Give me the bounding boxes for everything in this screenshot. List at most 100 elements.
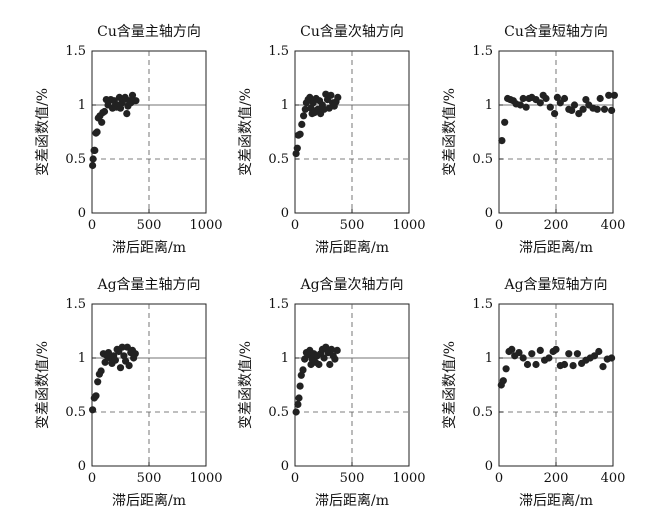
data-point <box>579 105 587 113</box>
x-tick-label: 0 <box>495 218 503 233</box>
chart-title: Ag含量次轴方向 <box>299 277 403 293</box>
data-point <box>299 366 307 374</box>
data-point <box>536 346 544 354</box>
y-axis-label: 变差函数值/% <box>238 341 254 429</box>
data-point <box>565 350 573 358</box>
data-point <box>104 349 113 357</box>
y-tick-label: 0 <box>485 459 493 474</box>
data-point <box>93 128 101 136</box>
data-point <box>132 97 140 105</box>
y-tick-label: 0 <box>485 206 493 221</box>
x-tick-label: 0 <box>88 218 96 233</box>
y-tick-label: 0.5 <box>472 152 493 167</box>
chart-title: Cu含量次轴方向 <box>300 24 404 40</box>
data-point <box>331 355 339 363</box>
data-point <box>128 91 137 99</box>
x-tick-label: 400 <box>601 471 626 486</box>
x-tick-label: 400 <box>601 218 626 233</box>
data-point <box>545 354 553 362</box>
data-point <box>546 103 554 111</box>
x-tick-label: 0 <box>88 471 96 486</box>
data-point <box>334 93 342 101</box>
data-point <box>89 161 97 170</box>
data-point <box>125 362 133 370</box>
data-point <box>552 345 560 353</box>
data-point <box>295 394 303 402</box>
data-point <box>89 406 97 414</box>
y-axis-label: 变差函数值/% <box>442 341 458 429</box>
data-point <box>595 347 603 356</box>
y-tick-label: 1.5 <box>268 297 289 312</box>
chart-title: Ag含量主轴方向 <box>96 277 200 293</box>
x-axis-label: 滞后距离/m <box>112 492 186 509</box>
data-point <box>292 150 300 158</box>
x-axis-label: 滞后距离/m <box>519 239 593 256</box>
y-tick-label: 0 <box>281 206 289 221</box>
x-tick-label: 1000 <box>189 471 222 486</box>
data-point <box>569 362 577 370</box>
y-tick-label: 0.5 <box>65 405 86 420</box>
y-tick-label: 1 <box>281 98 289 113</box>
data-point <box>610 91 619 99</box>
data-point <box>327 91 335 99</box>
data-point <box>296 130 304 138</box>
x-axis-label: 滞后距离/m <box>112 239 186 256</box>
x-tick-label: 200 <box>544 218 569 233</box>
data-point <box>560 360 569 369</box>
data-point <box>111 356 119 364</box>
data-point <box>123 343 131 351</box>
data-point <box>560 94 569 103</box>
data-point <box>123 110 131 118</box>
y-tick-label: 1.5 <box>65 44 86 59</box>
data-point <box>570 101 579 109</box>
y-tick-label: 1 <box>485 98 493 113</box>
data-point <box>502 365 510 373</box>
data-point <box>553 93 562 101</box>
data-point <box>516 101 525 109</box>
data-point <box>608 106 616 114</box>
data-point <box>532 360 540 369</box>
data-point <box>519 354 527 362</box>
data-point <box>101 358 109 366</box>
data-point <box>499 377 507 385</box>
data-point <box>292 408 300 416</box>
x-tick-label: 1000 <box>392 218 425 233</box>
x-tick-label: 1000 <box>189 218 222 233</box>
data-point <box>301 105 309 113</box>
x-tick-label: 500 <box>340 471 365 486</box>
data-point <box>528 350 536 358</box>
x-axis-label: 滞后距离/m <box>519 492 593 509</box>
data-point <box>523 360 532 369</box>
data-point <box>599 363 607 371</box>
y-tick-label: 0 <box>78 206 86 221</box>
x-tick-label: 200 <box>544 471 569 486</box>
data-point <box>519 94 527 103</box>
data-point <box>536 99 544 107</box>
data-point <box>327 345 336 353</box>
y-tick-label: 0.5 <box>65 152 86 167</box>
data-point <box>600 105 609 113</box>
data-point <box>322 343 330 351</box>
x-tick-label: 0 <box>291 218 299 233</box>
chart-title: Cu含量主轴方向 <box>97 24 201 40</box>
data-point <box>296 382 304 390</box>
data-point <box>596 94 604 103</box>
data-point <box>97 367 105 375</box>
data-point <box>294 400 302 408</box>
data-point <box>120 352 128 360</box>
y-tick-label: 0.5 <box>472 405 493 420</box>
data-point <box>300 112 308 120</box>
x-tick-label: 0 <box>291 471 299 486</box>
x-tick-label: 1000 <box>392 471 425 486</box>
data-point <box>118 343 126 351</box>
y-tick-label: 1.5 <box>472 297 493 312</box>
data-point <box>131 350 139 358</box>
y-tick-label: 1 <box>281 351 289 366</box>
data-point <box>91 146 99 154</box>
y-tick-label: 0.5 <box>268 152 289 167</box>
x-axis-label: 滞后距离/m <box>315 492 389 509</box>
